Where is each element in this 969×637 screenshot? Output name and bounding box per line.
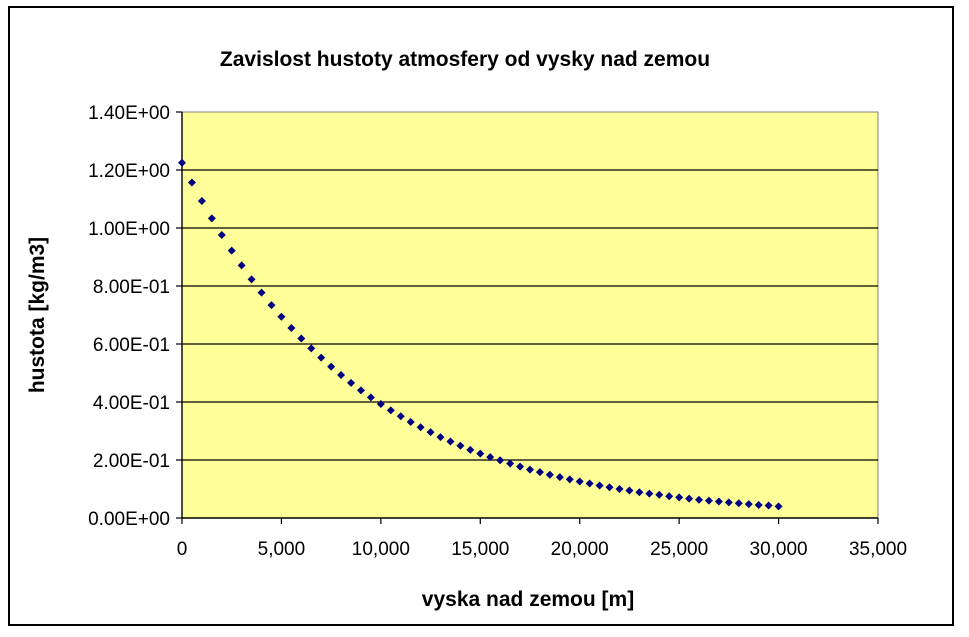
data-point	[327, 362, 336, 371]
data-point	[277, 312, 286, 321]
y-tick-label: 1.40E+00	[88, 103, 170, 124]
x-tick-label: 15,000	[451, 539, 509, 560]
grid-layer	[182, 169, 878, 461]
data-point	[207, 214, 216, 223]
data-point	[178, 158, 186, 167]
y-tick-label: 2.00E-01	[93, 451, 170, 472]
data-point	[595, 481, 604, 490]
axis-layer: 0.00E+00 2.00E-01 4.00E-01 6.00E-01 8.00E-01…	[88, 103, 907, 560]
data-point	[267, 301, 276, 310]
data-point	[704, 496, 713, 505]
data-point	[754, 500, 763, 509]
data-point	[526, 465, 534, 474]
data-point	[356, 386, 365, 395]
data-point	[426, 428, 435, 437]
y-tick-label: 6.00E-01	[93, 335, 170, 356]
data-point	[585, 479, 594, 488]
x-tick-label: 0	[177, 539, 188, 560]
x-tick-label: 20,000	[551, 539, 609, 560]
data-point	[714, 497, 723, 506]
y-axis-title: hustota [kg/m3]	[26, 237, 49, 393]
data-point	[197, 197, 206, 206]
data-point	[665, 492, 674, 501]
data-point	[386, 406, 395, 415]
data-point	[237, 261, 246, 270]
data-point	[446, 437, 455, 446]
data-point	[297, 334, 306, 343]
data-point	[396, 412, 405, 421]
data-point	[257, 288, 266, 297]
data-point	[217, 230, 226, 239]
data-point	[436, 433, 445, 442]
data-point	[535, 468, 544, 477]
data-point	[635, 488, 644, 497]
data-point	[307, 344, 316, 353]
y-tick-label: 1.00E+00	[88, 219, 170, 240]
data-point	[416, 423, 425, 432]
data-point	[645, 489, 654, 498]
data-point	[685, 494, 694, 503]
data-point	[744, 500, 753, 509]
y-tick-label: 8.00E-01	[93, 277, 170, 298]
data-point	[695, 495, 704, 504]
chart-frame: Zavislost hustoty atmosfery od vysky nad…	[8, 6, 954, 626]
x-tick-label: 5,000	[258, 539, 306, 560]
x-tick-label: 25,000	[650, 539, 708, 560]
data-point	[774, 502, 783, 511]
y-tick-label: 4.00E-01	[93, 393, 170, 414]
data-point	[247, 275, 256, 284]
data-point	[545, 470, 554, 479]
data-point	[734, 499, 743, 508]
data-point	[655, 490, 664, 499]
data-point	[615, 485, 624, 493]
data-point	[347, 378, 356, 387]
data-point	[376, 400, 385, 409]
chart-title: Zavislost hustoty atmosfery od vysky nad…	[220, 48, 710, 71]
data-point	[605, 483, 614, 492]
data-point	[337, 371, 346, 380]
data-point	[575, 477, 584, 486]
x-axis-title: vyska nad zemou [m]	[422, 588, 634, 611]
data-point	[555, 473, 564, 482]
data-point	[187, 178, 196, 187]
data-point	[317, 353, 326, 362]
density-chart: Zavislost hustoty atmosfery od vysky nad…	[26, 48, 907, 611]
y-tick-label: 0.00E+00	[88, 509, 170, 530]
data-point	[516, 462, 525, 471]
data-point	[366, 393, 375, 402]
data-point	[565, 475, 574, 484]
data-point	[227, 246, 236, 255]
data-point	[287, 324, 296, 333]
plot-area	[181, 111, 879, 519]
x-tick-label: 30,000	[750, 539, 808, 560]
data-points	[178, 158, 783, 511]
data-point	[506, 459, 515, 468]
data-point	[406, 418, 415, 427]
data-point	[675, 493, 684, 502]
data-point	[496, 456, 505, 465]
x-tick-label: 10,000	[352, 539, 410, 560]
data-point	[476, 449, 485, 458]
data-point	[486, 453, 495, 462]
data-point	[764, 501, 773, 510]
data-point	[724, 498, 733, 507]
y-tick-label: 1.20E+00	[88, 161, 170, 182]
data-point	[625, 486, 634, 495]
data-point	[456, 441, 465, 450]
x-tick-label: 35,000	[849, 539, 907, 560]
data-point	[466, 445, 475, 454]
